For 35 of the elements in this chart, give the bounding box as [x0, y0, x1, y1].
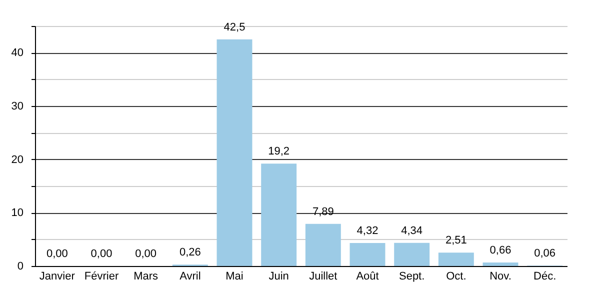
data-label: 0,06 — [534, 248, 556, 260]
data-label: 4,32 — [356, 224, 378, 237]
bar — [482, 262, 518, 266]
x-tick-label: Avril — [180, 270, 201, 282]
x-tick-label: Janvier — [39, 270, 76, 282]
x-tick-label: Juin — [268, 270, 289, 282]
y-tick-label: 10 — [11, 207, 24, 220]
bar — [350, 242, 386, 266]
data-label: 0,00 — [135, 248, 157, 260]
bar — [216, 39, 252, 266]
x-tick-label: Déc. — [534, 270, 556, 282]
x-tick-label: Oct. — [446, 270, 466, 282]
bar — [261, 164, 297, 266]
bar — [305, 224, 341, 266]
x-tick-label: Sept. — [398, 270, 425, 282]
y-tick-label: 0 — [17, 260, 24, 272]
data-label: 0,00 — [90, 248, 112, 260]
data-label: 0,26 — [179, 246, 201, 259]
x-tick-label: Nov. — [490, 270, 512, 282]
x-tick-label: Août — [356, 270, 379, 282]
bar — [438, 252, 474, 266]
y-tick-label: 40 — [11, 47, 24, 60]
data-label: 42,5 — [224, 21, 246, 34]
data-label: 0,00 — [46, 248, 68, 260]
data-label: 2,51 — [445, 234, 467, 247]
x-tick-label: Février — [84, 270, 119, 282]
bar — [394, 242, 430, 266]
x-tick-label: Juillet — [309, 270, 338, 282]
y-tick-label: 30 — [11, 100, 24, 112]
data-label: 19,2 — [268, 146, 290, 158]
data-label: 4,34 — [401, 224, 423, 237]
x-tick-label: Mai — [226, 270, 244, 282]
data-label: 0,66 — [490, 244, 512, 256]
y-tick-label: 20 — [11, 154, 24, 166]
x-tick-label: Mars — [134, 270, 159, 282]
